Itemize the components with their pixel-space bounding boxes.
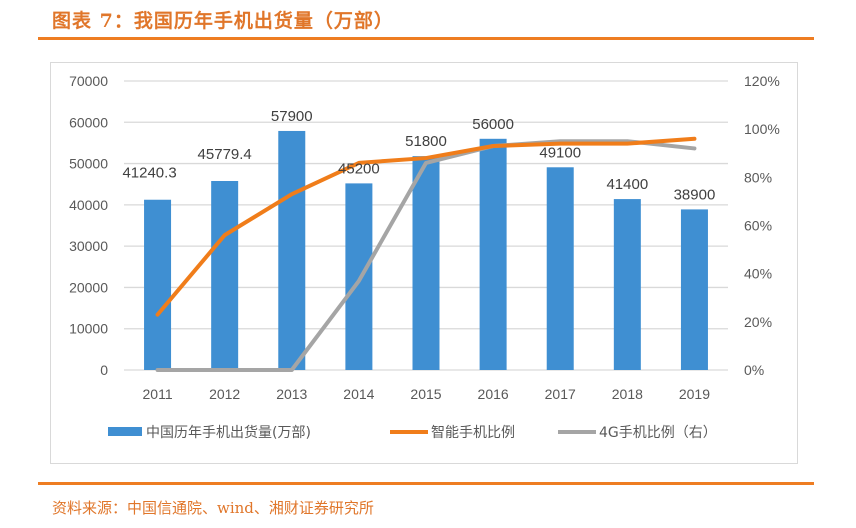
x-tick-label: 2019 bbox=[679, 386, 710, 402]
smartphone-ratio-line bbox=[155, 136, 697, 317]
y2-tick-label: 60% bbox=[744, 218, 772, 234]
bar bbox=[412, 156, 440, 370]
data-label: 51800 bbox=[405, 133, 447, 150]
y2-tick-label: 40% bbox=[744, 266, 772, 282]
y-tick-label: 0 bbox=[100, 362, 108, 378]
figure-title: 图表 7：我国历年手机出货量（万部） bbox=[52, 10, 394, 32]
x-tick-label: 2013 bbox=[276, 386, 307, 402]
legend: 中国历年手机出货量(万部) 智能手机比例 4G手机比例（右） bbox=[108, 424, 717, 441]
bar bbox=[546, 167, 574, 370]
x-tick-label: 2018 bbox=[612, 386, 643, 402]
x-axis: 2011 2012 2013 2014 2015 2016 2017 2018 2019 bbox=[143, 386, 711, 402]
bar bbox=[211, 180, 239, 370]
x-tick-label: 2017 bbox=[545, 386, 576, 402]
legend-label-4g: 4G手机比例（右） bbox=[599, 425, 717, 441]
g4-ratio-line bbox=[155, 139, 697, 372]
footer-divider bbox=[38, 482, 814, 485]
data-label: 38900 bbox=[674, 186, 716, 203]
y-tick-label: 70000 bbox=[69, 73, 108, 89]
x-tick-label: 2015 bbox=[410, 386, 441, 402]
y-tick-label: 30000 bbox=[69, 238, 108, 254]
title-divider bbox=[38, 37, 814, 40]
legend-swatch-bar bbox=[108, 427, 142, 436]
bar-series bbox=[144, 130, 708, 370]
data-label: 41240.3 bbox=[122, 165, 176, 182]
y2-tick-label: 80% bbox=[744, 169, 772, 185]
x-tick-label: 2016 bbox=[478, 386, 509, 402]
x-tick-label: 2012 bbox=[209, 386, 240, 402]
bar bbox=[278, 130, 306, 370]
y2-tick-label: 0% bbox=[744, 362, 764, 378]
legend-label-smartphone: 智能手机比例 bbox=[431, 425, 515, 441]
y-axis-left: 0 10000 20000 30000 40000 50000 60000 70000 bbox=[69, 73, 108, 378]
bar bbox=[680, 209, 708, 370]
bar bbox=[345, 183, 373, 370]
y2-tick-label: 20% bbox=[744, 314, 772, 330]
bar bbox=[613, 199, 641, 370]
y-axis-right: 0% 20% 40% 60% 80% 100% 120% bbox=[744, 73, 780, 378]
y-tick-label: 50000 bbox=[69, 156, 108, 172]
y-tick-label: 60000 bbox=[69, 114, 108, 130]
data-label: 57900 bbox=[271, 108, 313, 125]
data-label: 45779.4 bbox=[198, 146, 252, 163]
legend-label-shipments: 中国历年手机出货量(万部) bbox=[146, 424, 311, 441]
bar bbox=[144, 199, 172, 370]
y2-tick-label: 120% bbox=[744, 73, 780, 89]
x-tick-label: 2011 bbox=[143, 386, 173, 402]
data-label: 41400 bbox=[606, 176, 648, 193]
x-tick-label: 2014 bbox=[343, 386, 374, 402]
bar bbox=[479, 138, 507, 370]
y-tick-label: 40000 bbox=[69, 197, 108, 213]
y2-tick-label: 100% bbox=[744, 121, 780, 137]
data-labels: 41240.3 45779.4 57900 45200 51800 56000 49100 4… bbox=[122, 108, 715, 203]
line-series bbox=[155, 136, 697, 372]
y-tick-label: 10000 bbox=[69, 321, 108, 337]
data-label: 45200 bbox=[338, 160, 380, 177]
source-note: 资料来源：中国信通院、wind、湘财证券研究所 bbox=[52, 499, 374, 517]
y-tick-label: 20000 bbox=[69, 279, 108, 295]
data-label: 56000 bbox=[472, 116, 514, 133]
data-label: 49100 bbox=[539, 144, 581, 161]
